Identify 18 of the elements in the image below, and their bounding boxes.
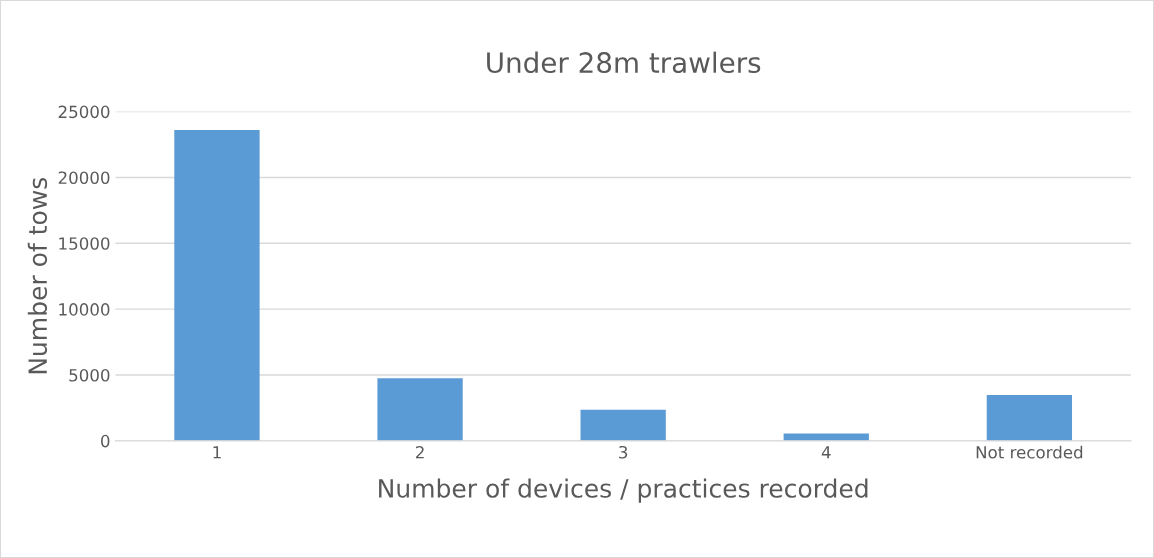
x-tick-label: 3 <box>619 445 628 459</box>
y-tick-label: 0 <box>101 434 110 448</box>
y-tick-label: 5000 <box>69 368 110 382</box>
bar <box>580 409 666 441</box>
bar <box>174 130 260 441</box>
y-tick-label: 10000 <box>59 303 110 316</box>
y-axis-title: Number of tows <box>27 177 48 374</box>
y-tick-label: 15000 <box>59 237 110 250</box>
x-tick-label: 2 <box>415 445 424 459</box>
x-tick-label: 4 <box>821 446 831 459</box>
x-axis-title: Number of devices / practices recorded <box>379 478 868 503</box>
bar <box>986 394 1073 441</box>
x-tick-label: 1 <box>213 446 221 459</box>
y-tick-label: 25000 <box>58 105 110 119</box>
y-tick-label: 20000 <box>58 171 110 185</box>
x-tick-label: Not recorded <box>976 445 1083 459</box>
chart-title: Under 28m trawlers <box>487 51 761 74</box>
bar <box>377 378 463 441</box>
